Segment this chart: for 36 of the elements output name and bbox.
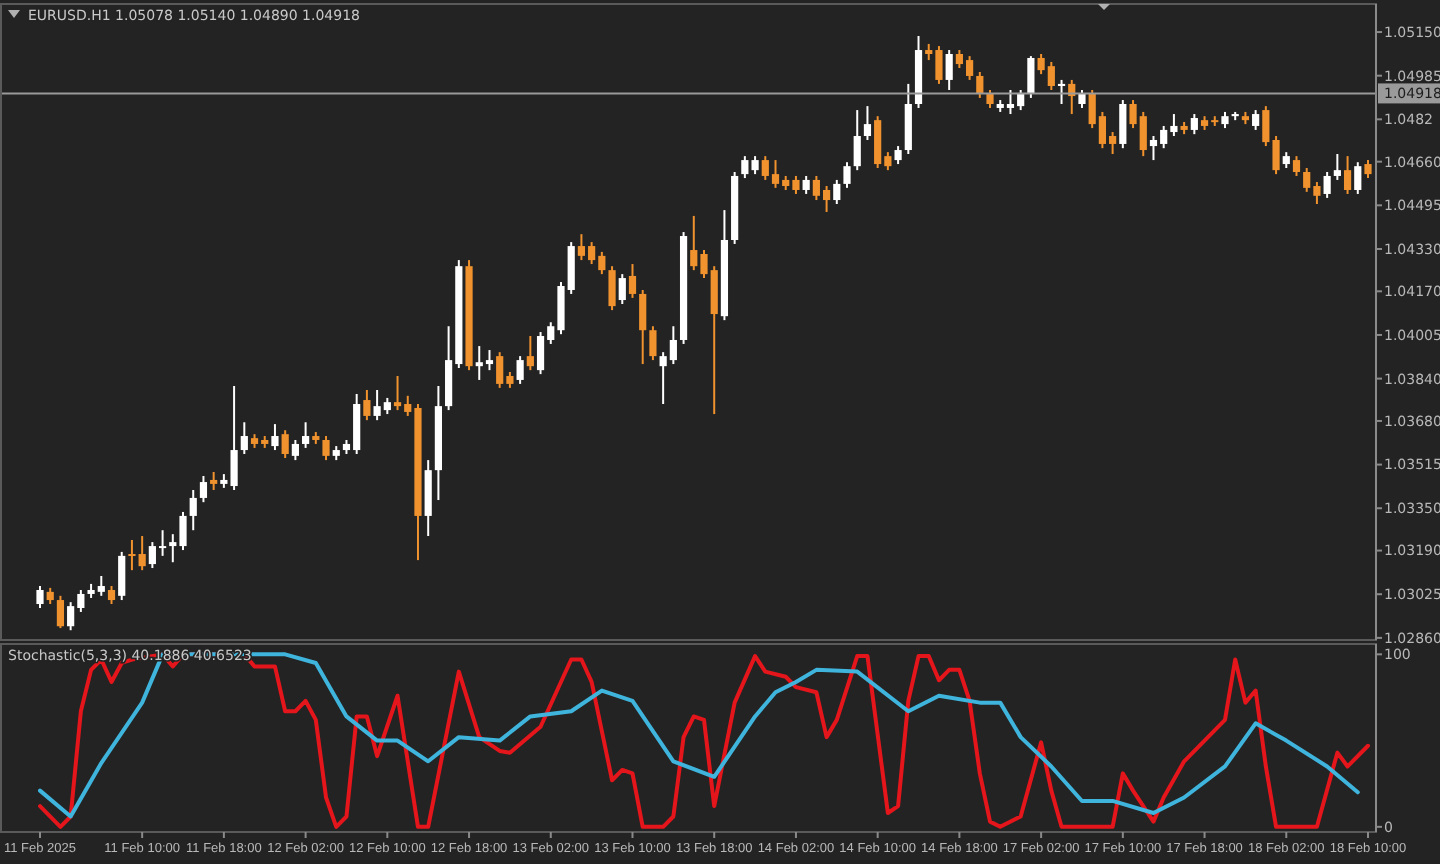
- candlestick: [853, 109, 861, 172]
- candlestick: [618, 273, 626, 306]
- candlestick: [424, 459, 432, 538]
- candlestick: [649, 325, 657, 362]
- candlestick: [516, 355, 524, 385]
- candlestick: [1190, 113, 1198, 136]
- candlestick: [628, 263, 637, 299]
- candlestick: [363, 388, 371, 422]
- candlestick: [1323, 171, 1331, 199]
- candlestick: [1027, 55, 1035, 99]
- candlestick: [608, 265, 616, 312]
- candlestick: [281, 429, 289, 459]
- candlestick: [1333, 153, 1341, 181]
- candlestick: [1354, 161, 1362, 195]
- candlestick: [1343, 155, 1352, 195]
- candlestick: [118, 550, 126, 602]
- candlestick: [199, 474, 208, 504]
- candlestick: [526, 335, 534, 372]
- candlestick: [291, 438, 299, 462]
- candlestick: [302, 421, 310, 449]
- candlestick: [1252, 109, 1260, 131]
- candlestick: [1119, 99, 1127, 150]
- candlestick: [639, 288, 647, 366]
- candlestick: [863, 105, 872, 141]
- candlestick: [945, 49, 953, 91]
- candlestick: [271, 423, 279, 452]
- candlestick: [904, 82, 912, 155]
- candlestick: [56, 594, 65, 630]
- candlestick: [843, 161, 851, 189]
- candlestick: [833, 178, 841, 206]
- candlestick: [240, 421, 248, 456]
- candlestick: [36, 585, 44, 609]
- candlestick: [1292, 155, 1301, 177]
- candlestick: [189, 488, 197, 532]
- candlestick: [322, 435, 330, 462]
- candlestick: [1057, 78, 1066, 105]
